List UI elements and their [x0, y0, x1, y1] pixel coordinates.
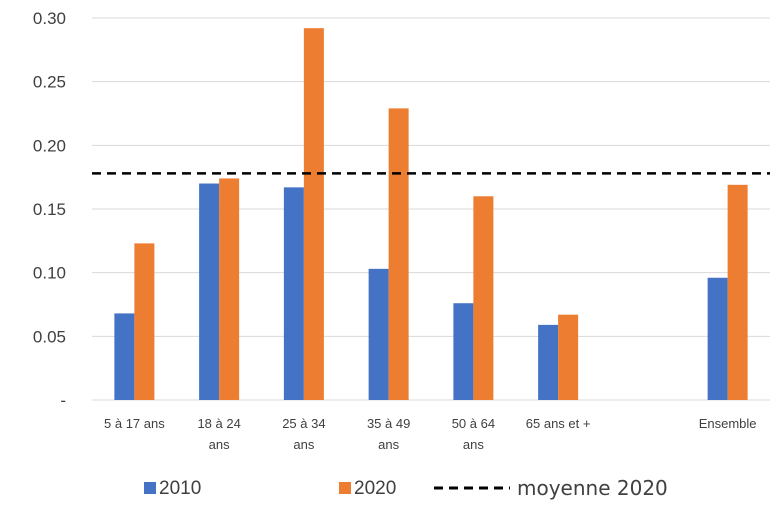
- bars: [114, 28, 748, 400]
- legend-swatch: [144, 482, 156, 494]
- y-axis: - 0.05 0.10 0.15 0.20 0.25 0.30: [33, 9, 66, 410]
- bar-2010: [368, 268, 389, 400]
- legend-label: 2020: [354, 478, 396, 499]
- bar-2020: [727, 184, 748, 400]
- y-tick-label: 0.30: [33, 9, 66, 28]
- legend-swatch: [339, 482, 351, 494]
- legend-label: 2010: [159, 478, 201, 499]
- x-tick-label: 25 à 34: [282, 416, 325, 431]
- legend-label: moyenne 2020: [517, 476, 668, 500]
- x-tick-label: 65 ans et +: [526, 416, 591, 431]
- gridlines: [92, 17, 770, 401]
- y-tick-label: 0.10: [33, 264, 66, 283]
- x-axis: 5 à 17 ans 18 à 24 ans 25 à 34 ans 35 à 49 ans…: [104, 416, 757, 452]
- y-tick-label: 0.25: [33, 73, 66, 92]
- bar-2020: [473, 196, 494, 400]
- x-tick-label: 50 à 64: [452, 416, 495, 431]
- y-tick-label: 0.05: [33, 327, 66, 346]
- bar-2010: [199, 183, 220, 400]
- x-tick-label: ans: [378, 437, 399, 452]
- x-tick-label: Ensemble: [699, 416, 757, 431]
- bar-2020: [303, 28, 324, 400]
- x-tick-label: ans: [463, 437, 484, 452]
- y-tick-label: 0.20: [33, 136, 66, 155]
- x-tick-label: 18 à 24: [197, 416, 240, 431]
- bar-2020: [134, 243, 155, 400]
- bar-2010: [283, 187, 304, 400]
- y-tick-label: 0.15: [33, 200, 66, 219]
- bar-2020: [558, 314, 579, 400]
- bar-2010: [114, 313, 135, 400]
- bar-2010: [538, 324, 559, 400]
- bar-2020: [219, 178, 240, 400]
- x-tick-label: 5 à 17 ans: [104, 416, 165, 431]
- bar-2010: [453, 303, 474, 400]
- bar-2020: [388, 108, 409, 400]
- y-tick-label: -: [60, 391, 66, 410]
- bar-2010: [707, 277, 728, 400]
- x-tick-label: ans: [293, 437, 314, 452]
- x-tick-label: ans: [209, 437, 230, 452]
- legend: 2010 2020 moyenne 2020: [144, 476, 668, 500]
- x-tick-label: 35 à 49: [367, 416, 410, 431]
